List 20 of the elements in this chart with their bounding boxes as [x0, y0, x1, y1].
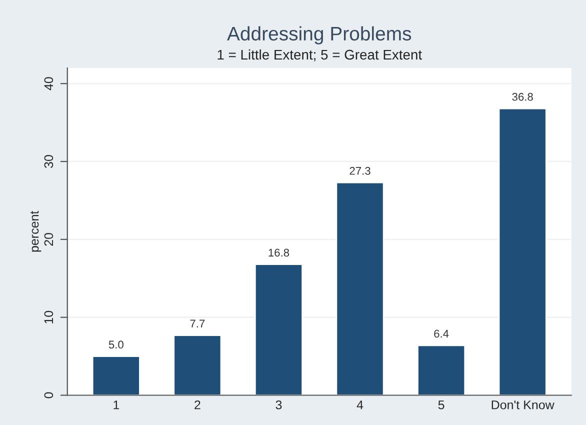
- y-tick-label: 30: [44, 155, 54, 168]
- x-tick-label: 3: [276, 400, 282, 410]
- x-tick-label: 4: [356, 400, 364, 410]
- y-axis-title: percent: [30, 210, 42, 252]
- x-tick-label: 2: [194, 400, 200, 410]
- data-label: 36.8: [512, 92, 533, 101]
- x-tick-label: Don't Know: [492, 400, 554, 410]
- y-tick-label: 40: [44, 77, 54, 90]
- chart-title: Addressing Problems: [227, 26, 412, 44]
- data-label: 7.7: [190, 320, 205, 328]
- chart-subtitle: 1 = Little Extent; 5 = Great Extent: [218, 49, 422, 62]
- y-tick-label: 0: [44, 392, 54, 398]
- y-tick-label: 20: [44, 232, 54, 246]
- x-tick-label: 1: [114, 400, 120, 410]
- data-label: 6.4: [434, 330, 449, 338]
- y-tick-label: 10: [44, 310, 54, 324]
- data-label: 27.3: [350, 166, 370, 175]
- data-label: 5.0: [108, 340, 124, 349]
- data-label: 16.8: [268, 248, 290, 257]
- x-tick-label: 5: [438, 400, 444, 410]
